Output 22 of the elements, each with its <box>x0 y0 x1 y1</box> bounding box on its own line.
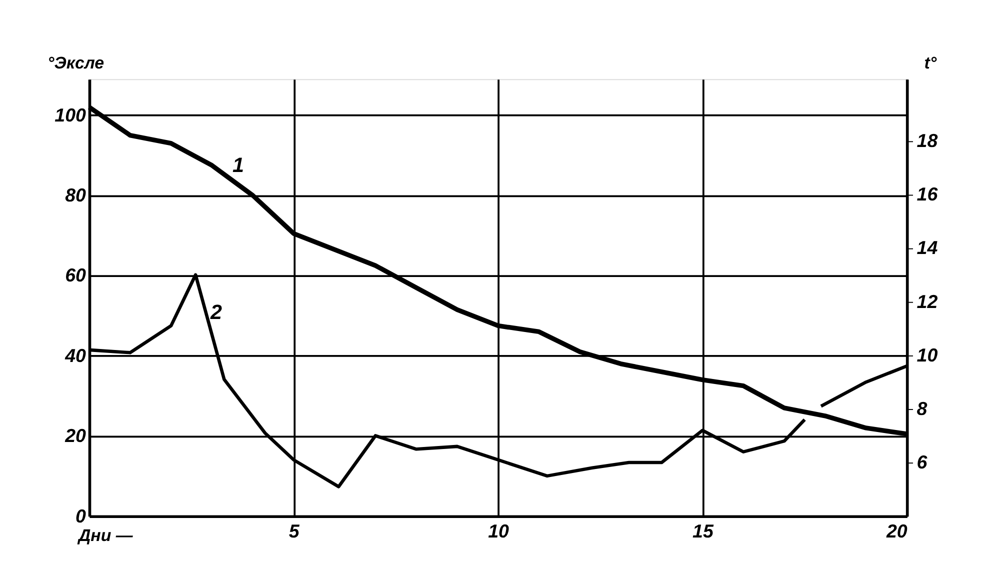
x-tick-label: 5 <box>288 520 300 542</box>
y-tick-label: 60 <box>65 264 87 286</box>
y-tick-label: 40 <box>64 344 87 366</box>
y2-tick-label: 8 <box>916 398 928 420</box>
series-label: 2 <box>209 301 222 324</box>
y2-tick-label: 6 <box>916 452 928 473</box>
y-tick-label: 100 <box>54 104 87 126</box>
x-tick-label: 20 <box>885 520 908 542</box>
x-axis-title: Дни — <box>76 526 134 546</box>
y-tick-label: 0 <box>76 505 87 526</box>
y2-tick-label: 14 <box>916 237 938 258</box>
y2-tick-label: 16 <box>916 184 938 205</box>
y2-tick-label: 10 <box>916 344 938 366</box>
y2-tick-label: 12 <box>916 290 938 312</box>
series-label: 1 <box>232 154 244 177</box>
y-tick-label: 80 <box>65 184 87 206</box>
x-tick-label: 15 <box>692 520 714 542</box>
y2-tick-label: 18 <box>916 130 938 151</box>
x-tick-label: 10 <box>488 520 510 542</box>
y2-axis-title: t° <box>924 53 937 72</box>
y-axis-title: °Эксле <box>47 53 104 72</box>
y-tick-label: 20 <box>64 425 87 446</box>
